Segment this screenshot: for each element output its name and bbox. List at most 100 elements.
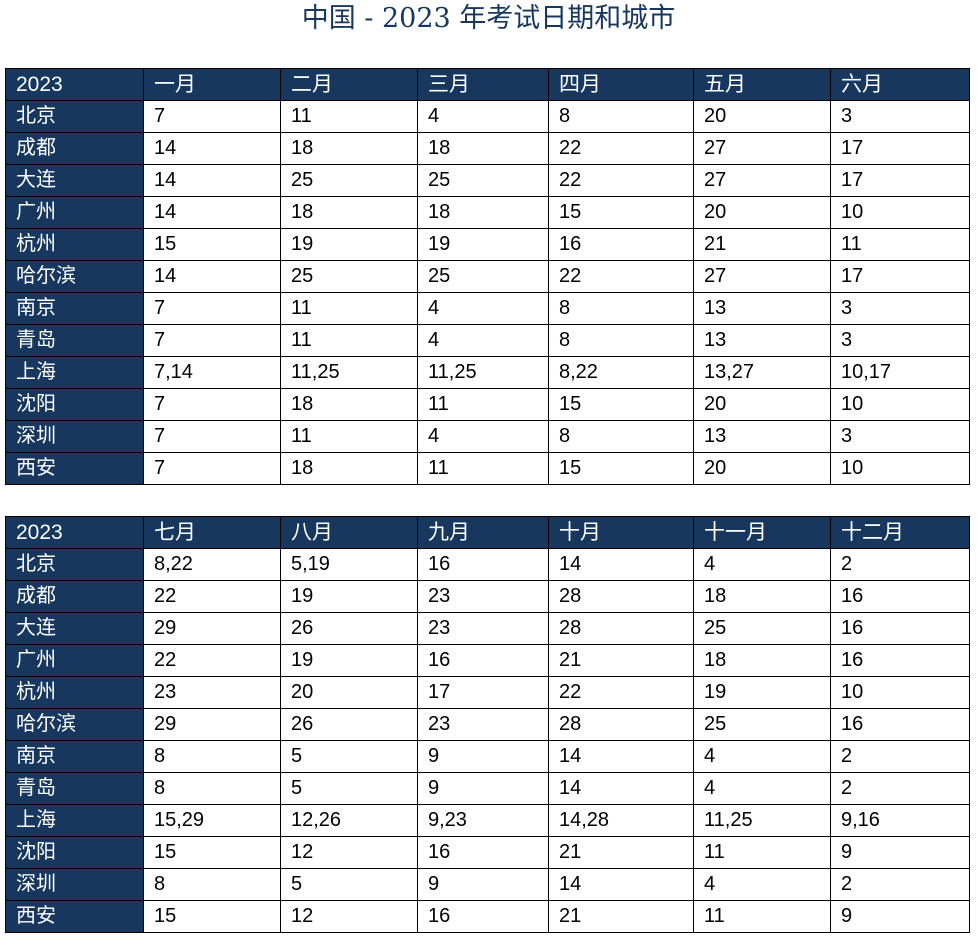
table-row: 广州 14 18 18 15 20 10: [5, 196, 970, 229]
city-name: 广州: [5, 644, 144, 677]
exam-date-cell: 21: [548, 644, 694, 677]
exam-date-cell: 3: [830, 100, 970, 133]
exam-date-cell: 7: [143, 452, 281, 485]
exam-date-cell: 15: [548, 388, 694, 421]
table-row: 沈阳 15 12 16 21 11 9: [5, 836, 970, 869]
table-row: 上海 7,14 11,25 11,25 8,22 13,27 10,17: [5, 356, 970, 389]
month-header: 十月: [548, 516, 694, 549]
exam-date-cell: 13,27: [693, 356, 831, 389]
exam-date-cell: 11: [280, 292, 418, 325]
exam-date-cell: 11,25: [280, 356, 418, 389]
exam-date-cell: 2: [830, 740, 970, 773]
city-name: 北京: [5, 100, 144, 133]
exam-date-cell: 21: [548, 836, 694, 869]
exam-date-cell: 27: [693, 132, 831, 165]
exam-date-cell: 4: [693, 868, 831, 901]
exam-dates-table-h2: 2023 七月 八月 九月 十月 十一月 十二月 北京 8,22 5,19 16 14 4 2 成都 22 19…: [5, 516, 970, 933]
exam-date-cell: 11: [693, 836, 831, 869]
exam-date-cell: 28: [548, 580, 694, 613]
city-name: 西安: [5, 452, 144, 485]
exam-date-cell: 13: [693, 420, 831, 453]
exam-date-cell: 12: [280, 836, 418, 869]
exam-date-cell: 22: [143, 644, 281, 677]
exam-date-cell: 19: [280, 228, 418, 261]
exam-date-cell: 12,26: [280, 804, 418, 837]
exam-date-cell: 20: [693, 388, 831, 421]
city-name: 广州: [5, 196, 144, 229]
exam-date-cell: 7: [143, 388, 281, 421]
exam-date-cell: 18: [693, 644, 831, 677]
month-header: 五月: [693, 68, 831, 101]
table-row: 深圳 8 5 9 14 4 2: [5, 868, 970, 901]
table-row: 上海 15,29 12,26 9,23 14,28 11,25 9,16: [5, 804, 970, 837]
exam-date-cell: 10: [830, 388, 970, 421]
exam-date-cell: 11: [280, 100, 418, 133]
city-name: 大连: [5, 164, 144, 197]
exam-date-cell: 13: [693, 292, 831, 325]
table-row: 青岛 8 5 9 14 4 2: [5, 772, 970, 805]
exam-date-cell: 4: [693, 740, 831, 773]
month-header: 八月: [280, 516, 418, 549]
exam-date-cell: 11,25: [417, 356, 549, 389]
table-row: 成都 22 19 23 28 18 16: [5, 580, 970, 613]
exam-date-cell: 3: [830, 420, 970, 453]
exam-dates-table-h1: 2023 一月 二月 三月 四月 五月 六月 北京 7 11 4 8 20 3 成都 14 18 18 22 27 17…: [5, 68, 970, 485]
exam-date-cell: 14: [143, 164, 281, 197]
city-name: 杭州: [5, 228, 144, 261]
exam-date-cell: 14,28: [548, 804, 694, 837]
exam-date-cell: 25: [417, 164, 549, 197]
table-row: 深圳 7 11 4 8 13 3: [5, 420, 970, 453]
exam-date-cell: 17: [830, 260, 970, 293]
exam-date-cell: 15: [143, 836, 281, 869]
city-name: 哈尔滨: [5, 260, 144, 293]
exam-date-cell: 10: [830, 196, 970, 229]
city-name: 北京: [5, 548, 144, 581]
city-name: 上海: [5, 804, 144, 837]
city-name: 南京: [5, 740, 144, 773]
city-name: 成都: [5, 132, 144, 165]
exam-date-cell: 9: [417, 868, 549, 901]
exam-date-cell: 18: [693, 580, 831, 613]
exam-date-cell: 14: [548, 868, 694, 901]
exam-date-cell: 11: [417, 388, 549, 421]
table-row: 北京 7 11 4 8 20 3: [5, 100, 970, 133]
exam-date-cell: 4: [417, 100, 549, 133]
exam-date-cell: 25: [280, 260, 418, 293]
exam-date-cell: 11,25: [693, 804, 831, 837]
table-row: 杭州 15 19 19 16 21 11: [5, 228, 970, 261]
table-row: 广州 22 19 16 21 18 16: [5, 644, 970, 677]
table-row: 哈尔滨 14 25 25 22 27 17: [5, 260, 970, 293]
exam-date-cell: 9: [830, 836, 970, 869]
month-header: 二月: [280, 68, 418, 101]
exam-date-cell: 8: [143, 772, 281, 805]
city-name: 沈阳: [5, 388, 144, 421]
table-row: 北京 8,22 5,19 16 14 4 2: [5, 548, 970, 581]
exam-date-cell: 4: [417, 324, 549, 357]
exam-date-cell: 16: [830, 580, 970, 613]
exam-date-cell: 11: [417, 452, 549, 485]
table-row: 青岛 7 11 4 8 13 3: [5, 324, 970, 357]
exam-date-cell: 8,22: [143, 548, 281, 581]
exam-date-cell: 21: [548, 900, 694, 933]
exam-date-cell: 18: [280, 452, 418, 485]
exam-date-cell: 7: [143, 324, 281, 357]
exam-date-cell: 14: [548, 740, 694, 773]
exam-date-cell: 16: [830, 708, 970, 741]
exam-date-cell: 14: [143, 132, 281, 165]
month-header: 四月: [548, 68, 694, 101]
exam-date-cell: 17: [830, 164, 970, 197]
exam-date-cell: 16: [830, 644, 970, 677]
exam-date-cell: 9: [417, 772, 549, 805]
exam-date-cell: 8,22: [548, 356, 694, 389]
table-row: 西安 15 12 16 21 11 9: [5, 900, 970, 933]
exam-date-cell: 22: [548, 132, 694, 165]
exam-date-cell: 25: [693, 612, 831, 645]
table-row: 西安 7 18 11 15 20 10: [5, 452, 970, 485]
city-name: 成都: [5, 580, 144, 613]
exam-date-cell: 17: [417, 676, 549, 709]
exam-date-cell: 18: [417, 196, 549, 229]
month-header: 十一月: [693, 516, 831, 549]
exam-date-cell: 29: [143, 708, 281, 741]
exam-date-cell: 19: [693, 676, 831, 709]
month-header: 一月: [143, 68, 281, 101]
